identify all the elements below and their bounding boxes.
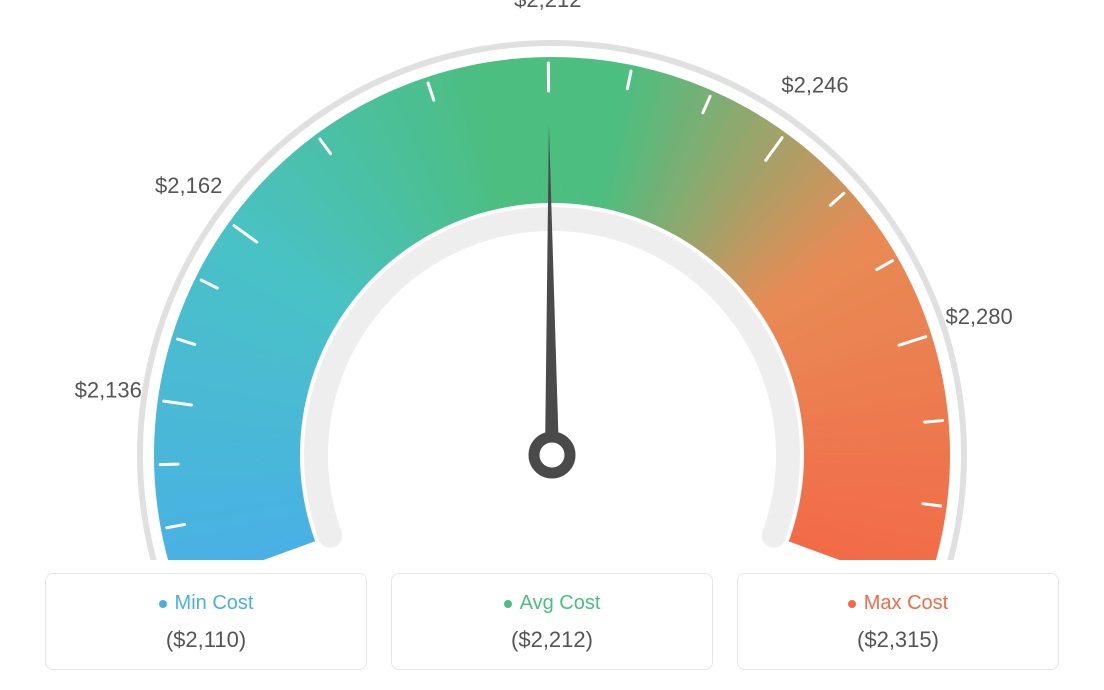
legend-label: Max Cost (864, 592, 948, 614)
legend-value-max: ($2,315) (738, 627, 1058, 653)
svg-text:$2,136: $2,136 (75, 377, 142, 402)
cost-gauge-container: $2,110$2,136$2,162$2,212$2,246$2,280$2,3… (0, 0, 1104, 690)
dot-icon (159, 600, 167, 608)
legend-value-avg: ($2,212) (392, 627, 712, 653)
legend-value-min: ($2,110) (46, 627, 366, 653)
svg-text:$2,212: $2,212 (514, 0, 581, 12)
dot-icon (504, 600, 512, 608)
legend-title-avg: Avg Cost (392, 592, 712, 615)
svg-text:$2,246: $2,246 (781, 72, 848, 97)
dot-icon (848, 600, 856, 608)
legend-card-min: Min Cost ($2,110) (45, 573, 367, 670)
legend-title-min: Min Cost (46, 592, 366, 615)
legend-title-max: Max Cost (738, 592, 1058, 615)
gauge-chart: $2,110$2,136$2,162$2,212$2,246$2,280$2,3… (0, 0, 1104, 560)
legend-card-max: Max Cost ($2,315) (737, 573, 1059, 670)
legend-label: Min Cost (175, 592, 254, 614)
legend-row: Min Cost ($2,110) Avg Cost ($2,212) Max … (0, 573, 1104, 670)
legend-label: Avg Cost (520, 592, 601, 614)
legend-card-avg: Avg Cost ($2,212) (391, 573, 713, 670)
svg-text:$2,280: $2,280 (945, 304, 1012, 329)
svg-text:$2,162: $2,162 (155, 173, 222, 198)
